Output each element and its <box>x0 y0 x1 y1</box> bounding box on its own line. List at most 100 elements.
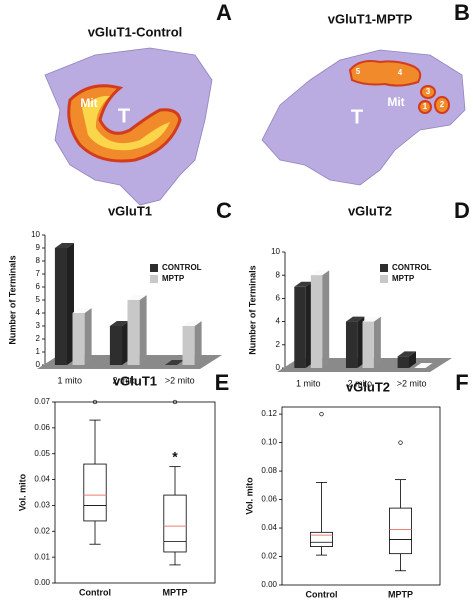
y-tick-label: 0.04 <box>261 523 277 532</box>
image-label: 2 <box>440 100 445 109</box>
bar-top <box>362 316 381 322</box>
y-tick-label: 10 <box>271 247 280 256</box>
y-tick-label: 8 <box>36 256 41 265</box>
plot-frame <box>281 406 441 586</box>
legend-swatch <box>150 264 158 272</box>
y-tick-label: 0.00 <box>34 578 50 587</box>
image-label: T <box>351 106 363 128</box>
y-tick-label: 2 <box>36 334 41 343</box>
y-tick-label: 0.06 <box>261 495 277 504</box>
x-tick-label: >2 mito <box>165 375 195 385</box>
y-tick-label: 0 <box>36 360 41 369</box>
legend-label: MPTP <box>162 274 185 283</box>
image-label: 5 <box>356 67 361 76</box>
legend-label: CONTROL <box>392 263 432 272</box>
y-tick-label: 10 <box>31 230 40 239</box>
render-b: vGluT1-MPTP B 5 4 Mit 3 1 2 T <box>261 0 470 186</box>
y-tick-label: 0.00 <box>261 580 277 589</box>
y-tick-label: 0.02 <box>261 552 277 561</box>
bar-side <box>84 308 92 365</box>
bar-top <box>345 316 365 322</box>
bar-top <box>127 295 147 300</box>
bar-side <box>409 351 416 368</box>
y-tick-label: 0.10 <box>261 438 277 447</box>
bar-side <box>322 270 330 368</box>
bar <box>127 300 140 365</box>
bar-side <box>373 316 381 368</box>
panel-label: A <box>216 0 232 25</box>
y-axis-label: Vol. mito <box>244 477 254 515</box>
legend-swatch <box>380 264 388 272</box>
outlier <box>319 411 324 417</box>
mitochondrion-core <box>82 95 170 151</box>
panel-label: D <box>454 198 470 223</box>
bar-side <box>139 295 147 365</box>
image-label: 3 <box>426 87 431 96</box>
bar-top <box>182 321 202 326</box>
legend-swatch <box>150 275 158 283</box>
annotation: * <box>172 448 178 464</box>
chart-title: vGluT2 <box>346 379 390 394</box>
bar-top <box>164 360 184 365</box>
x-tick-label: 2 mito <box>112 375 137 385</box>
y-tick-label: 0 <box>276 363 281 372</box>
y-tick-label: 5 <box>36 295 41 304</box>
image-label: 4 <box>398 68 403 77</box>
y-tick-label: 4 <box>36 308 41 317</box>
y-tick-label: 0.06 <box>34 423 50 432</box>
bar <box>397 356 409 368</box>
y-tick-label: 6 <box>36 282 41 291</box>
outlier <box>398 440 403 445</box>
bar-top <box>397 351 416 357</box>
bar-top <box>414 363 433 368</box>
x-tick-label: 2 mito <box>348 378 373 388</box>
image-label: Mit <box>387 95 404 109</box>
panel-label: C <box>216 198 232 223</box>
y-tick-label: 9 <box>36 243 41 252</box>
y-tick-label: 6 <box>276 294 281 303</box>
y-axis-label: Number of Terminals <box>247 265 257 354</box>
y-tick-label: 1 <box>36 347 41 356</box>
bar-top <box>72 308 92 313</box>
bar-side <box>194 321 202 365</box>
bar-top <box>109 321 129 326</box>
bar <box>310 275 323 368</box>
image-label: T <box>118 105 130 127</box>
panel-label: E <box>215 370 230 395</box>
panel-label: B <box>454 0 470 25</box>
mitochondrion <box>418 100 432 114</box>
chart-title: vGluT1 <box>113 373 157 388</box>
box <box>163 494 187 553</box>
x-tick-label: Control <box>79 587 111 597</box>
bar-top <box>310 270 330 276</box>
outlier <box>172 399 178 405</box>
mitochondrion <box>434 96 450 114</box>
y-tick-label: 4 <box>276 317 281 326</box>
chart-title: vGluT2 <box>348 203 392 218</box>
bar-side <box>122 321 129 365</box>
box <box>389 507 412 555</box>
bar-side <box>67 243 74 365</box>
x-tick-label: 1 mito <box>296 378 321 388</box>
x-tick-label: MPTP <box>162 587 187 597</box>
bar-top <box>294 281 313 287</box>
y-tick-label: 0.12 <box>261 409 277 418</box>
y-tick-label: 0.05 <box>34 449 50 458</box>
box <box>310 531 333 547</box>
y-axis-label: Vol. mito <box>17 473 27 511</box>
chart-title: vGluT1 <box>108 203 152 218</box>
x-tick-label: 1 mito <box>57 375 82 385</box>
bar <box>54 248 67 365</box>
mitochondrion <box>348 60 422 87</box>
image-title: vGluT1-Control <box>88 24 183 39</box>
bar <box>345 321 358 368</box>
x-tick-label: Control <box>306 589 338 599</box>
bar <box>109 326 122 365</box>
bar <box>182 326 195 365</box>
panel-label: F <box>455 370 468 395</box>
y-axis-label: Number of Terminals <box>7 255 17 344</box>
bar <box>362 321 374 368</box>
bar <box>72 313 85 365</box>
y-tick-label: 2 <box>276 340 281 349</box>
